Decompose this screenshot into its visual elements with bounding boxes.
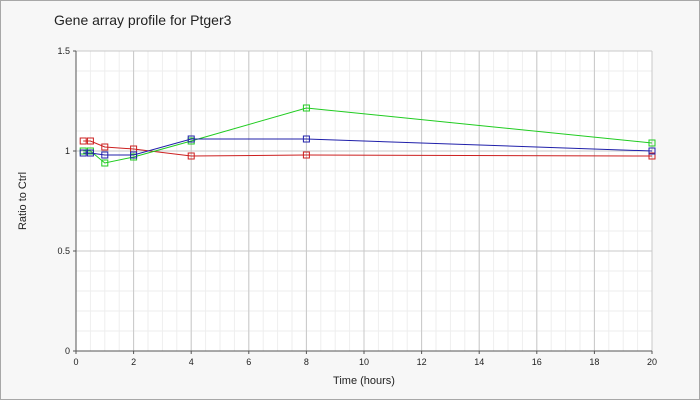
data-point: [79, 149, 87, 157]
y-tick-label: 1: [65, 146, 70, 156]
data-point: [648, 152, 656, 160]
x-tick-label: 0: [73, 357, 78, 367]
series-0: [79, 137, 656, 160]
data-point: [79, 137, 87, 145]
chart-title: Gene array profile for Ptger3: [54, 12, 232, 28]
axes: [73, 50, 653, 354]
series-2: [79, 135, 656, 159]
x-tick-label: 20: [647, 357, 657, 367]
y-axis-title: Ratio to Ctrl: [17, 172, 29, 230]
series-line: [83, 138, 653, 156]
data-point: [86, 137, 94, 145]
data-point: [648, 139, 656, 147]
x-tick-label: 10: [359, 357, 369, 367]
x-tick-label: 14: [474, 357, 484, 367]
data-point: [302, 151, 310, 159]
data-point: [187, 135, 195, 143]
data-point: [101, 151, 109, 159]
y-tick-label: 1.5: [57, 46, 70, 56]
data-point: [187, 152, 195, 160]
data-point: [302, 135, 310, 143]
y-tick-label: 0.5: [57, 246, 70, 256]
x-tick-label: 4: [189, 357, 194, 367]
x-tick-label: 2: [131, 357, 136, 367]
data-point: [302, 104, 310, 112]
series-layer: [79, 104, 656, 167]
x-tick-label: 18: [589, 357, 599, 367]
x-tick-label: 12: [417, 357, 427, 367]
x-tick-label: 16: [532, 357, 542, 367]
series-line: [83, 140, 653, 157]
data-point: [86, 149, 94, 157]
x-tick-label: 8: [304, 357, 309, 367]
data-point: [101, 159, 109, 167]
data-point: [648, 147, 656, 155]
y-tick-label: 0: [65, 346, 70, 356]
tick-labels: 0 2 4 6 8 10 12 14 16 18 20 0 0.5 1 1.5: [57, 46, 657, 367]
data-point: [130, 151, 138, 159]
x-tick-label: 6: [246, 357, 251, 367]
data-point: [101, 143, 109, 151]
x-axis-title: Time (hours): [333, 375, 395, 387]
series-line: [83, 107, 653, 164]
